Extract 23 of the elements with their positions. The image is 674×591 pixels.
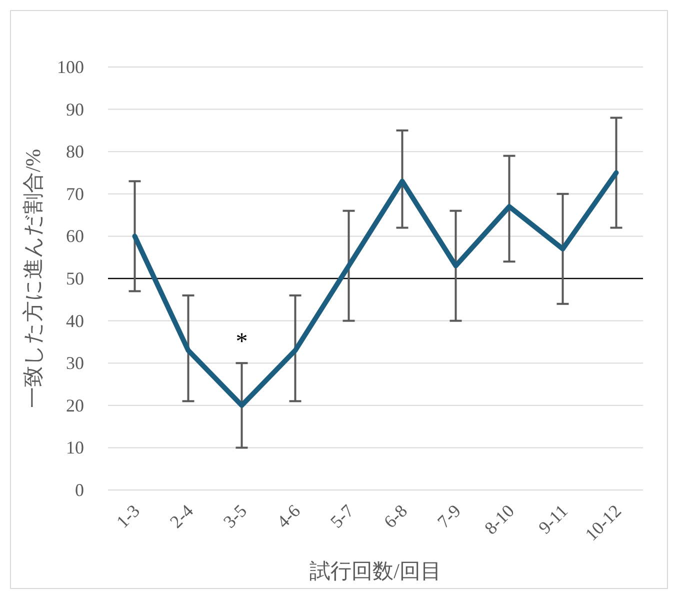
x-tick-label: 6-8 [380,500,412,532]
x-tick-label: 9-11 [534,500,572,538]
x-tick-label: 1-3 [112,500,144,532]
y-tick-label: 80 [66,142,84,162]
x-tick-label: 3-5 [219,500,251,532]
x-tick-label: 5-7 [326,500,358,532]
x-tick-label: 7-9 [433,500,465,532]
y-tick-label: 0 [75,480,84,500]
y-tick-label: 10 [66,438,84,458]
x-tick-label: 8-10 [480,500,518,538]
y-tick-label: 20 [66,395,84,416]
y-tick-label: 60 [66,226,84,246]
annotation: * [236,329,248,356]
x-tick-label: 4-6 [272,500,304,532]
y-tick-label: 30 [66,353,84,374]
y-tick-label: 70 [66,184,84,204]
y-tick-label: 100 [57,57,84,77]
y-tick-label: 50 [66,268,84,288]
x-tick-label: 2-4 [166,500,198,532]
y-axis-title: 一致した方に進んだ割合/% [21,148,45,408]
x-axis-title: 試行回数/回目 [310,559,442,583]
y-tick-label: 90 [66,99,84,120]
y-tick-label: 40 [66,310,84,331]
